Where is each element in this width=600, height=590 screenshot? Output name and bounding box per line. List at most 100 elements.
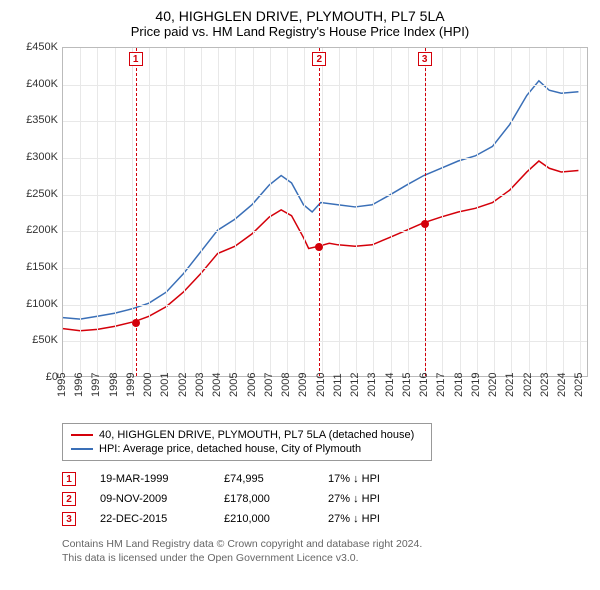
x-tick-label: 2015 bbox=[401, 373, 413, 397]
gridline-h bbox=[63, 268, 587, 269]
legend-label: 40, HIGHGLEN DRIVE, PLYMOUTH, PL7 5LA (d… bbox=[99, 429, 414, 441]
gridline-v bbox=[477, 48, 478, 376]
x-tick-label: 1999 bbox=[125, 373, 137, 397]
y-tick-label: £350K bbox=[26, 114, 58, 126]
legend-item: 40, HIGHGLEN DRIVE, PLYMOUTH, PL7 5LA (d… bbox=[71, 428, 423, 442]
event-marker-3: 3 bbox=[62, 512, 76, 526]
x-tick-label: 2023 bbox=[539, 373, 551, 397]
gridline-v bbox=[149, 48, 150, 376]
gridline-v bbox=[201, 48, 202, 376]
marker-line-2 bbox=[319, 48, 320, 376]
y-tick-label: £200K bbox=[26, 224, 58, 236]
gridline-v bbox=[529, 48, 530, 376]
x-tick-label: 2020 bbox=[487, 373, 499, 397]
marker-box-2: 2 bbox=[312, 52, 326, 66]
marker-dot-1 bbox=[132, 319, 140, 327]
gridline-h bbox=[63, 85, 587, 86]
gridline-h bbox=[63, 305, 587, 306]
event-marker-2: 2 bbox=[62, 492, 76, 506]
marker-box-3: 3 bbox=[418, 52, 432, 66]
y-axis: £0£50K£100K£150K£200K£250K£300K£350K£400… bbox=[12, 47, 62, 377]
gridline-v bbox=[166, 48, 167, 376]
footer-line1: Contains HM Land Registry data © Crown c… bbox=[62, 537, 588, 551]
gridline-h bbox=[63, 231, 587, 232]
x-tick-label: 2003 bbox=[194, 373, 206, 397]
gridline-v bbox=[356, 48, 357, 376]
event-date: 22-DEC-2015 bbox=[100, 513, 200, 525]
x-tick-label: 2004 bbox=[211, 373, 223, 397]
event-row: 322-DEC-2015£210,00027% ↓ HPI bbox=[62, 509, 588, 529]
x-tick-label: 2017 bbox=[435, 373, 447, 397]
gridline-v bbox=[563, 48, 564, 376]
legend-label: HPI: Average price, detached house, City… bbox=[99, 443, 361, 455]
gridline-h bbox=[63, 158, 587, 159]
x-tick-label: 2011 bbox=[332, 373, 344, 397]
gridline-v bbox=[80, 48, 81, 376]
x-tick-label: 2010 bbox=[315, 373, 327, 397]
legend-box: 40, HIGHGLEN DRIVE, PLYMOUTH, PL7 5LA (d… bbox=[62, 423, 432, 461]
gridline-v bbox=[132, 48, 133, 376]
x-tick-label: 2000 bbox=[142, 373, 154, 397]
event-marker-1: 1 bbox=[62, 472, 76, 486]
event-date: 09-NOV-2009 bbox=[100, 493, 200, 505]
x-tick-label: 2005 bbox=[228, 373, 240, 397]
plot-area: 123 bbox=[62, 47, 588, 377]
x-tick-label: 2018 bbox=[453, 373, 465, 397]
gridline-v bbox=[546, 48, 547, 376]
x-tick-label: 1998 bbox=[108, 373, 120, 397]
y-tick-label: £100K bbox=[26, 298, 58, 310]
legend-swatch bbox=[71, 448, 93, 450]
marker-dot-3 bbox=[421, 220, 429, 228]
gridline-v bbox=[253, 48, 254, 376]
marker-dot-2 bbox=[315, 243, 323, 251]
event-delta: 27% ↓ HPI bbox=[328, 493, 408, 505]
gridline-v bbox=[97, 48, 98, 376]
gridline-v bbox=[287, 48, 288, 376]
y-tick-label: £150K bbox=[26, 261, 58, 273]
x-tick-label: 2008 bbox=[280, 373, 292, 397]
gridline-h bbox=[63, 121, 587, 122]
x-tick-label: 2001 bbox=[159, 373, 171, 397]
line-layer bbox=[63, 48, 587, 376]
footer-text: Contains HM Land Registry data © Crown c… bbox=[62, 537, 588, 565]
gridline-h bbox=[63, 195, 587, 196]
y-tick-label: £450K bbox=[26, 41, 58, 53]
x-tick-label: 2002 bbox=[177, 373, 189, 397]
x-tick-label: 1997 bbox=[90, 373, 102, 397]
x-tick-label: 1995 bbox=[56, 373, 68, 397]
gridline-v bbox=[115, 48, 116, 376]
legend-swatch bbox=[71, 434, 93, 436]
gridline-v bbox=[339, 48, 340, 376]
gridline-v bbox=[322, 48, 323, 376]
gridline-v bbox=[304, 48, 305, 376]
event-price: £210,000 bbox=[224, 513, 304, 525]
gridline-v bbox=[373, 48, 374, 376]
x-tick-label: 2012 bbox=[349, 373, 361, 397]
x-tick-label: 2024 bbox=[556, 373, 568, 397]
y-tick-label: £300K bbox=[26, 151, 58, 163]
x-tick-label: 2009 bbox=[297, 373, 309, 397]
y-tick-label: £400K bbox=[26, 78, 58, 90]
event-date: 19-MAR-1999 bbox=[100, 473, 200, 485]
chart-title: 40, HIGHGLEN DRIVE, PLYMOUTH, PL7 5LA bbox=[12, 8, 588, 24]
y-tick-label: £50K bbox=[32, 334, 58, 346]
gridline-v bbox=[391, 48, 392, 376]
x-tick-label: 2006 bbox=[246, 373, 258, 397]
legend-item: HPI: Average price, detached house, City… bbox=[71, 442, 423, 456]
chart-subtitle: Price paid vs. HM Land Registry's House … bbox=[12, 24, 588, 39]
x-tick-label: 2016 bbox=[418, 373, 430, 397]
x-tick-label: 2007 bbox=[263, 373, 275, 397]
x-tick-label: 2013 bbox=[366, 373, 378, 397]
x-tick-label: 2014 bbox=[384, 373, 396, 397]
x-tick-label: 2021 bbox=[504, 373, 516, 397]
gridline-v bbox=[494, 48, 495, 376]
x-tick-label: 2022 bbox=[522, 373, 534, 397]
event-price: £178,000 bbox=[224, 493, 304, 505]
chart-area: £0£50K£100K£150K£200K£250K£300K£350K£400… bbox=[12, 47, 588, 417]
x-tick-label: 1996 bbox=[73, 373, 85, 397]
x-tick-label: 2025 bbox=[573, 373, 585, 397]
gridline-v bbox=[511, 48, 512, 376]
x-axis: 1995199619971998199920002001200220032004… bbox=[62, 379, 588, 417]
gridline-h bbox=[63, 341, 587, 342]
gridline-v bbox=[460, 48, 461, 376]
